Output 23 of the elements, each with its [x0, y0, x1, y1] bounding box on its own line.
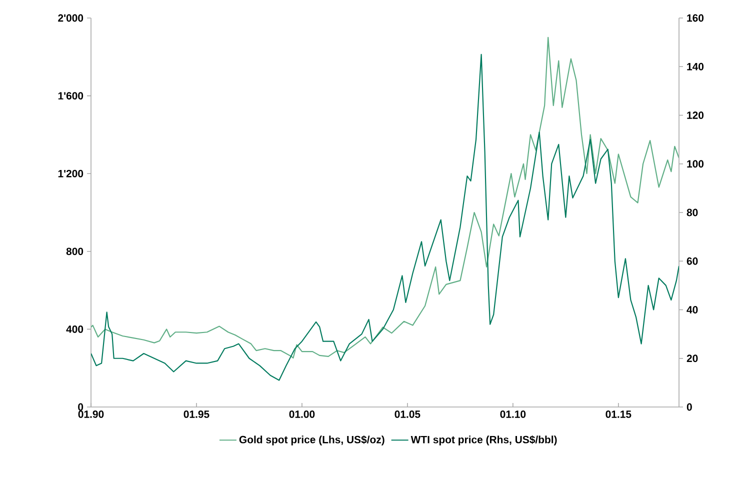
legend-label: Gold spot price (Lhs, US$/oz) [239, 435, 384, 446]
y2-tick-label: 0 [686, 403, 692, 411]
y2-tick-label: 60 [686, 257, 698, 265]
y-tick-label: 2'000 [58, 14, 84, 22]
y-tick-label: 800 [66, 248, 84, 256]
y2-tick-label: 120 [687, 112, 704, 119]
x-tick-label: 01.00 [289, 410, 315, 418]
y-tick-label: 1'200 [58, 170, 84, 178]
x-tick-label: 01.15 [606, 410, 632, 418]
y2-tick-label: 140 [687, 62, 704, 70]
y2-tick-label: 160 [687, 14, 704, 22]
x-tick-label: 01.10 [500, 410, 526, 418]
y2-tick-label: 40 [686, 306, 698, 314]
x-tick-label: 01.90 [78, 410, 104, 418]
y2-tick-label: 80 [686, 208, 698, 216]
y2-tick-label: 20 [686, 354, 698, 362]
y-tick-label: 0 [78, 403, 84, 411]
y-tick-label: 400 [66, 326, 84, 333]
x-tick-label: 01.95 [184, 410, 210, 418]
y-tick-label: 1'600 [58, 92, 84, 100]
legend-label: WTI spot price (Rhs, US$/bbl) [410, 435, 557, 446]
y2-tick-label: 100 [687, 160, 704, 168]
x-tick-label: 01.05 [394, 410, 420, 418]
